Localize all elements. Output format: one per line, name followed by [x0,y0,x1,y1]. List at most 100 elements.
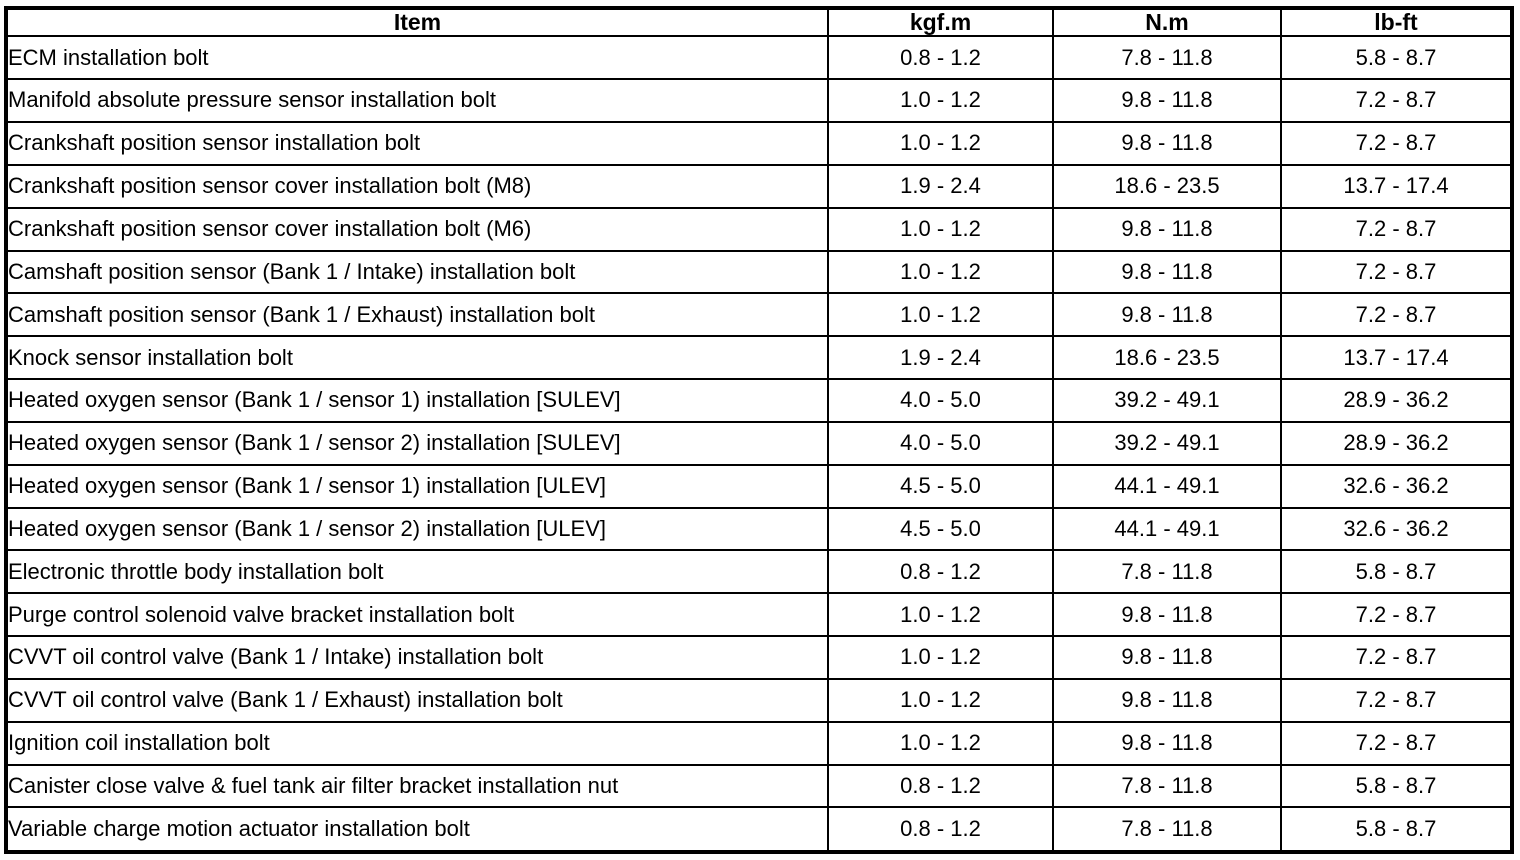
nm-value-cell: 39.2 - 49.1 [1052,378,1282,423]
kgfm-value-cell: 1.0 - 1.2 [827,292,1054,338]
item-cell: Heated oxygen sensor (Bank 1 / sensor 1)… [5,463,829,509]
nm-value-cell: 9.8 - 11.8 [1052,635,1282,680]
lbft-value-cell: 7.2 - 8.7 [1280,635,1513,680]
table-row: CVVT oil control valve (Bank 1 / Intake)… [5,635,1513,680]
table-row: ECM installation bolt 0.8 - 1.2 7.8 - 11.8… [5,35,1513,81]
kgfm-value-cell: 0.8 - 1.2 [827,806,1054,853]
lbft-value-cell: 7.2 - 8.7 [1280,120,1513,166]
nm-value-cell: 7.8 - 11.8 [1052,806,1282,853]
table-row: Ignition coil installation bolt 1.0 - 1.2… [5,720,1513,766]
item-cell: Variable charge motion actuator installa… [5,806,829,853]
table-row: Crankshaft position sensor cover install… [5,206,1513,252]
nm-value-cell: 7.8 - 11.8 [1052,35,1282,81]
lbft-value-cell: 7.2 - 8.7 [1280,292,1513,338]
nm-value-cell: 9.8 - 11.8 [1052,120,1282,166]
item-cell: CVVT oil control valve (Bank 1 / Exhaust… [5,677,829,723]
nm-value-cell: 44.1 - 49.1 [1052,506,1282,552]
item-cell: ECM installation bolt [5,35,829,81]
table-row: Heated oxygen sensor (Bank 1 / sensor 1)… [5,463,1513,509]
lbft-value-cell: 5.8 - 8.7 [1280,763,1513,809]
item-cell: Camshaft position sensor (Bank 1 / Exhau… [5,292,829,338]
nm-value-cell: 7.8 - 11.8 [1052,549,1282,595]
lbft-value-cell: 7.2 - 8.7 [1280,206,1513,252]
lbft-value-cell: 13.7 - 17.4 [1280,335,1513,381]
item-cell: Purge control solenoid valve bracket ins… [5,592,829,638]
lbft-value-cell: 32.6 - 36.2 [1280,463,1513,509]
table-row: Purge control solenoid valve bracket ins… [5,592,1513,638]
header-row: Item kgf.m N.m lb-ft [5,6,1513,38]
lbft-value-cell: 28.9 - 36.2 [1280,378,1513,423]
table-row: Crankshaft position sensor cover install… [5,163,1513,209]
lbft-value-cell: 5.8 - 8.7 [1280,806,1513,853]
table-row: Knock sensor installation bolt 1.9 - 2.4 1… [5,335,1513,381]
kgfm-value-cell: 1.0 - 1.2 [827,120,1054,166]
kgfm-value-cell: 1.0 - 1.2 [827,677,1054,723]
kgfm-value-cell: 1.0 - 1.2 [827,249,1054,295]
column-header-item: Item [5,6,829,38]
kgfm-value-cell: 1.9 - 2.4 [827,335,1054,381]
table-row: Camshaft position sensor (Bank 1 / Intak… [5,249,1513,295]
lbft-value-cell: 7.2 - 8.7 [1280,592,1513,638]
lbft-value-cell: 5.8 - 8.7 [1280,549,1513,595]
item-cell: Ignition coil installation bolt [5,720,829,766]
table-row: Canister close valve & fuel tank air fil… [5,763,1513,809]
nm-value-cell: 9.8 - 11.8 [1052,292,1282,338]
lbft-value-cell: 7.2 - 8.7 [1280,249,1513,295]
kgfm-value-cell: 1.9 - 2.4 [827,163,1054,209]
item-cell: Heated oxygen sensor (Bank 1 / sensor 1)… [5,378,829,423]
item-cell: Crankshaft position sensor cover install… [5,163,829,209]
torque-spec-table: Item kgf.m N.m lb-ft ECM installation bo… [4,6,1514,854]
item-cell: Heated oxygen sensor (Bank 1 / sensor 2)… [5,506,829,552]
nm-value-cell: 9.8 - 11.8 [1052,206,1282,252]
kgfm-value-cell: 0.8 - 1.2 [827,549,1054,595]
item-cell: Heated oxygen sensor (Bank 1 / sensor 2)… [5,420,829,466]
torque-spec-table-container: Item kgf.m N.m lb-ft ECM installation bo… [4,6,1514,854]
kgfm-value-cell: 1.0 - 1.2 [827,206,1054,252]
nm-value-cell: 9.8 - 11.8 [1052,677,1282,723]
kgfm-value-cell: 4.5 - 5.0 [827,506,1054,552]
item-cell: Crankshaft position sensor cover install… [5,206,829,252]
nm-value-cell: 9.8 - 11.8 [1052,249,1282,295]
item-cell: Electronic throttle body installation bo… [5,549,829,595]
lbft-value-cell: 5.8 - 8.7 [1280,35,1513,81]
table-row: Heated oxygen sensor (Bank 1 / sensor 1)… [5,378,1513,423]
nm-value-cell: 39.2 - 49.1 [1052,420,1282,466]
column-header-nm: N.m [1052,6,1282,38]
nm-value-cell: 9.8 - 11.8 [1052,720,1282,766]
table-row: Camshaft position sensor (Bank 1 / Exhau… [5,292,1513,338]
table-row: Variable charge motion actuator installa… [5,806,1513,853]
kgfm-value-cell: 1.0 - 1.2 [827,720,1054,766]
nm-value-cell: 18.6 - 23.5 [1052,163,1282,209]
kgfm-value-cell: 1.0 - 1.2 [827,592,1054,638]
item-cell: Knock sensor installation bolt [5,335,829,381]
lbft-value-cell: 28.9 - 36.2 [1280,420,1513,466]
column-header-kgfm: kgf.m [827,6,1054,38]
table-row: CVVT oil control valve (Bank 1 / Exhaust… [5,677,1513,723]
item-cell: Manifold absolute pressure sensor instal… [5,78,829,123]
nm-value-cell: 9.8 - 11.8 [1052,78,1282,123]
kgfm-value-cell: 1.0 - 1.2 [827,635,1054,680]
table-row: Electronic throttle body installation bo… [5,549,1513,595]
kgfm-value-cell: 4.0 - 5.0 [827,378,1054,423]
nm-value-cell: 18.6 - 23.5 [1052,335,1282,381]
column-header-lbft: lb-ft [1280,6,1513,38]
table-row: Crankshaft position sensor installation … [5,120,1513,166]
lbft-value-cell: 7.2 - 8.7 [1280,78,1513,123]
table-row: Heated oxygen sensor (Bank 1 / sensor 2)… [5,420,1513,466]
table-body: ECM installation bolt 0.8 - 1.2 7.8 - 11.8… [5,35,1513,853]
lbft-value-cell: 7.2 - 8.7 [1280,677,1513,723]
nm-value-cell: 7.8 - 11.8 [1052,763,1282,809]
kgfm-value-cell: 4.5 - 5.0 [827,463,1054,509]
table-row: Heated oxygen sensor (Bank 1 / sensor 2)… [5,506,1513,552]
nm-value-cell: 9.8 - 11.8 [1052,592,1282,638]
lbft-value-cell: 13.7 - 17.4 [1280,163,1513,209]
kgfm-value-cell: 4.0 - 5.0 [827,420,1054,466]
item-cell: CVVT oil control valve (Bank 1 / Intake)… [5,635,829,680]
item-cell: Camshaft position sensor (Bank 1 / Intak… [5,249,829,295]
kgfm-value-cell: 0.8 - 1.2 [827,763,1054,809]
item-cell: Canister close valve & fuel tank air fil… [5,763,829,809]
item-cell: Crankshaft position sensor installation … [5,120,829,166]
lbft-value-cell: 7.2 - 8.7 [1280,720,1513,766]
kgfm-value-cell: 1.0 - 1.2 [827,78,1054,123]
lbft-value-cell: 32.6 - 36.2 [1280,506,1513,552]
